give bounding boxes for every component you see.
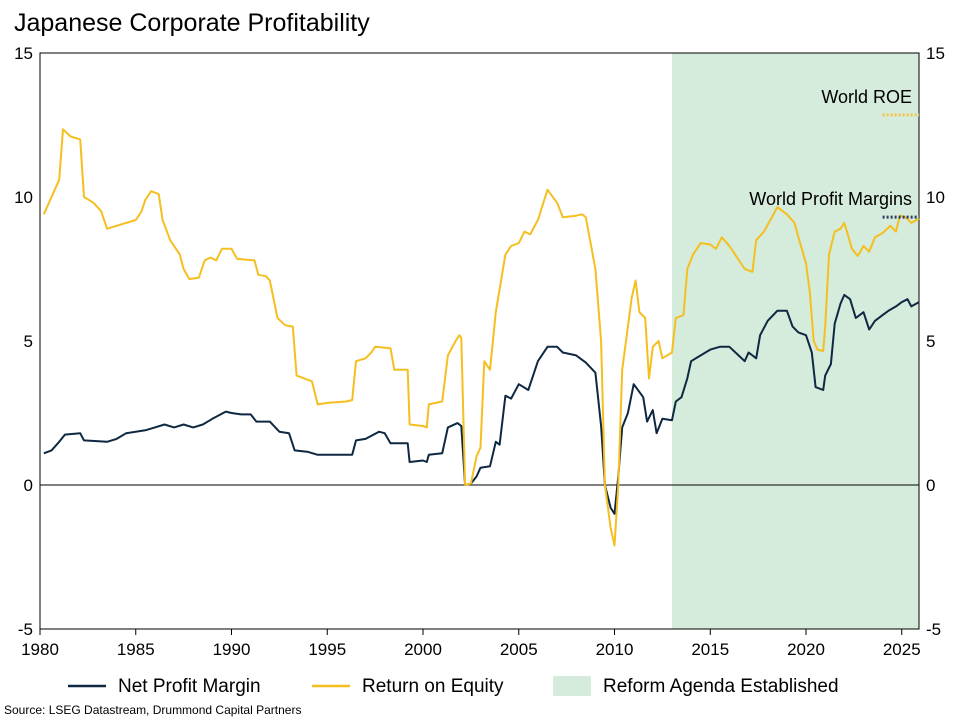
y-left-tick-label-0: 0 <box>24 476 33 495</box>
x-tick-label-1980: 1980 <box>21 640 59 659</box>
x-tick-label-1985: 1985 <box>117 640 155 659</box>
y-right-tick-label-0: 0 <box>926 476 935 495</box>
x-tick-label-1990: 1990 <box>213 640 251 659</box>
legend-label-return-on-equity: Return on Equity <box>362 676 504 697</box>
y-right-tick-label-5: 5 <box>926 332 935 351</box>
x-tick-label-2000: 2000 <box>404 640 442 659</box>
benchmark-label-world-profit-margins: World Profit Margins <box>749 189 912 209</box>
legend: Net Profit Margin Return on Equity Refor… <box>68 676 839 697</box>
axes-layer: 1980 1985 1990 1995 2000 2005 2010 2015 2020 2025… <box>14 44 945 659</box>
x-tick-label-2020: 2020 <box>787 640 825 659</box>
series-line-return-on-equity <box>42 128 920 547</box>
series-layer <box>42 128 920 547</box>
y-left-tick-label-10: 10 <box>14 188 33 207</box>
x-tick-label-2025: 2025 <box>883 640 921 659</box>
y-right-tick-label-15: 15 <box>926 44 945 63</box>
shaded-region-reform-agenda <box>671 53 919 629</box>
annotation-layer: World ROE World Profit Margins <box>749 87 919 219</box>
source-note: Source: LSEG Datastream, Drummond Capita… <box>4 703 301 717</box>
y-left-tick-label-5: -5 <box>18 620 33 639</box>
chart-title: Japanese Corporate Profitability <box>14 9 370 37</box>
shaded-region-layer <box>671 53 919 629</box>
x-tick-label-2010: 2010 <box>596 640 634 659</box>
y-right-tick-label-10: 10 <box>926 188 945 207</box>
x-tick-label-1995: 1995 <box>308 640 346 659</box>
legend-swatch-reform-agenda <box>553 676 591 696</box>
series-line-net-profit-margin <box>43 293 920 515</box>
x-tick-label-2005: 2005 <box>500 640 538 659</box>
legend-label-net-profit-margin: Net Profit Margin <box>118 676 261 697</box>
y-left-tick-label-5: 5 <box>24 332 33 351</box>
y-left-tick-label-15: 15 <box>14 44 33 63</box>
plot-area <box>39 52 920 630</box>
x-tick-label-2015: 2015 <box>691 640 729 659</box>
plot-frame <box>39 52 920 630</box>
legend-label-reform-agenda: Reform Agenda Established <box>603 676 839 697</box>
y-right-tick-label-5: -5 <box>926 620 941 639</box>
benchmark-label-world-roe: World ROE <box>821 87 912 107</box>
